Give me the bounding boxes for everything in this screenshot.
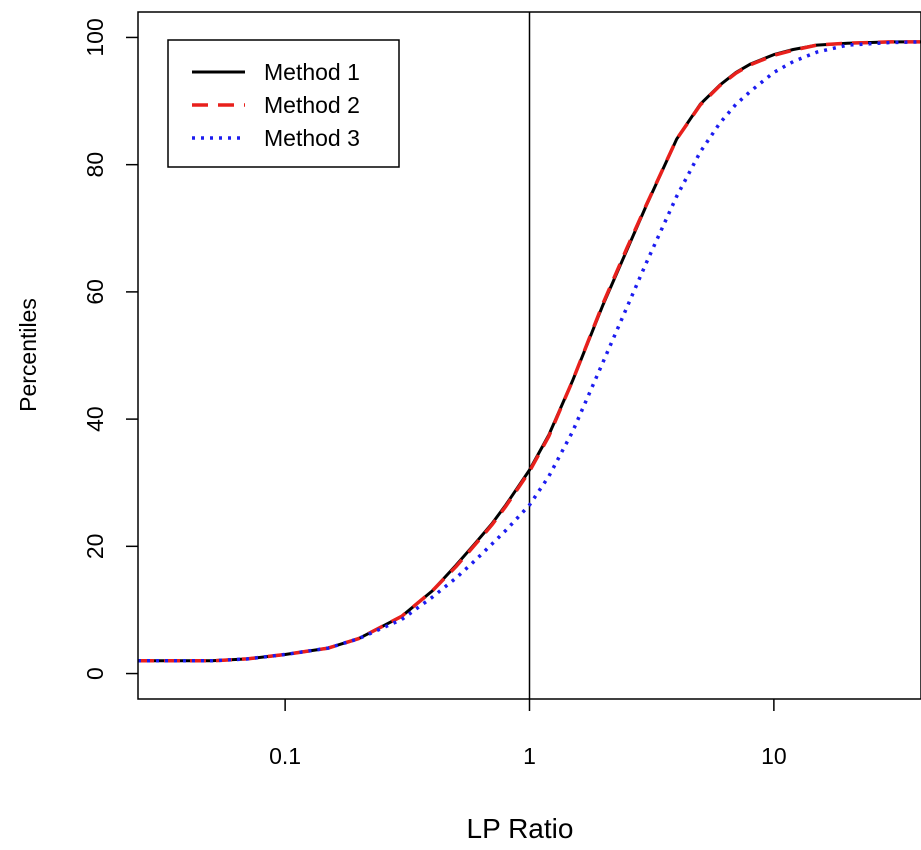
y-axis-title: Percentiles	[15, 298, 41, 412]
y-tick-label: 0	[82, 667, 108, 680]
y-tick-label: 60	[82, 279, 108, 305]
y-axis: 0 20 40 60 80 100	[82, 18, 138, 680]
legend-label-2: Method 2	[264, 92, 360, 118]
y-tick-label: 100	[82, 18, 108, 56]
x-axis-title: LP Ratio	[467, 813, 574, 844]
x-axis: 0.1 1 10	[269, 699, 787, 769]
series-layer	[138, 40, 921, 663]
series-line-2	[138, 40, 921, 663]
y-tick-label: 40	[82, 406, 108, 432]
x-tick-label: 0.1	[269, 743, 301, 769]
legend-label-1: Method 1	[264, 59, 360, 85]
legend: Method 1 Method 2 Method 3	[167, 39, 400, 168]
x-tick-label: 1	[523, 743, 536, 769]
legend-label-3: Method 3	[264, 125, 360, 151]
x-tick-label: 10	[761, 743, 787, 769]
y-tick-label: 20	[82, 534, 108, 560]
y-tick-label: 80	[82, 152, 108, 178]
